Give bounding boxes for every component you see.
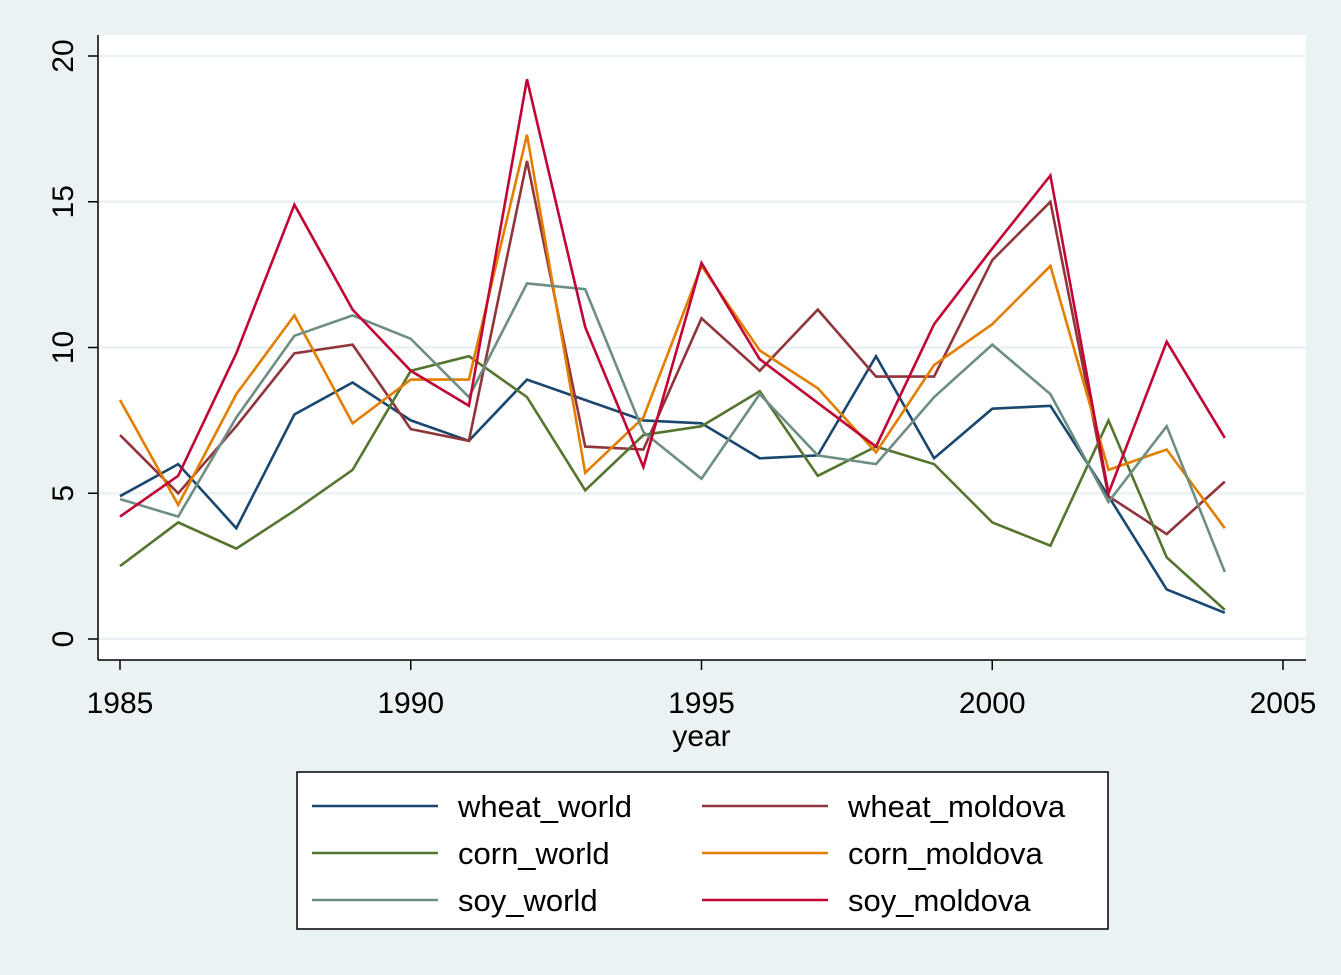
x-tick-label: 1990 (377, 687, 444, 720)
y-tick-label: 20 (47, 39, 80, 72)
x-tick-label: 1995 (668, 687, 735, 720)
y-tick-label: 15 (47, 185, 80, 218)
series-lines (118, 79, 1227, 615)
legend-box (296, 771, 1109, 930)
y-tick-label: 0 (47, 631, 80, 648)
x-tick-label: 1985 (87, 687, 154, 720)
legend-label-corn-moldova: corn_moldova (848, 836, 1043, 871)
y-axis-ticks: 0 5 10 15 20 (47, 39, 98, 647)
legend-label-corn-world: corn_world (458, 836, 610, 871)
series-line-soy-world (119, 282, 1227, 573)
x-axis-title: year (672, 720, 730, 753)
series-line-corn-world (119, 354, 1226, 611)
legend-label-soy-world: soy_world (458, 883, 598, 918)
series-line-wheat-world (119, 353, 1226, 615)
x-axis-ticks: 1985 1990 1995 2000 2005 (87, 660, 1317, 720)
legend-label-wheat-world: wheat_world (457, 789, 632, 824)
y-tick-label: 10 (47, 331, 80, 364)
y-tick-label: 5 (47, 485, 80, 502)
legend: wheat_world wheat_moldova corn_world corn_m… (296, 771, 1109, 930)
gridlines (98, 54, 1306, 641)
series-line-soy-moldova (119, 79, 1226, 518)
series-line-wheat-moldova (119, 160, 1226, 536)
legend-label-soy-moldova: soy_moldova (848, 883, 1031, 918)
legend-label-wheat-moldova: wheat_moldova (847, 789, 1066, 824)
x-tick-label: 2005 (1250, 687, 1317, 720)
x-tick-label: 2000 (959, 687, 1026, 720)
